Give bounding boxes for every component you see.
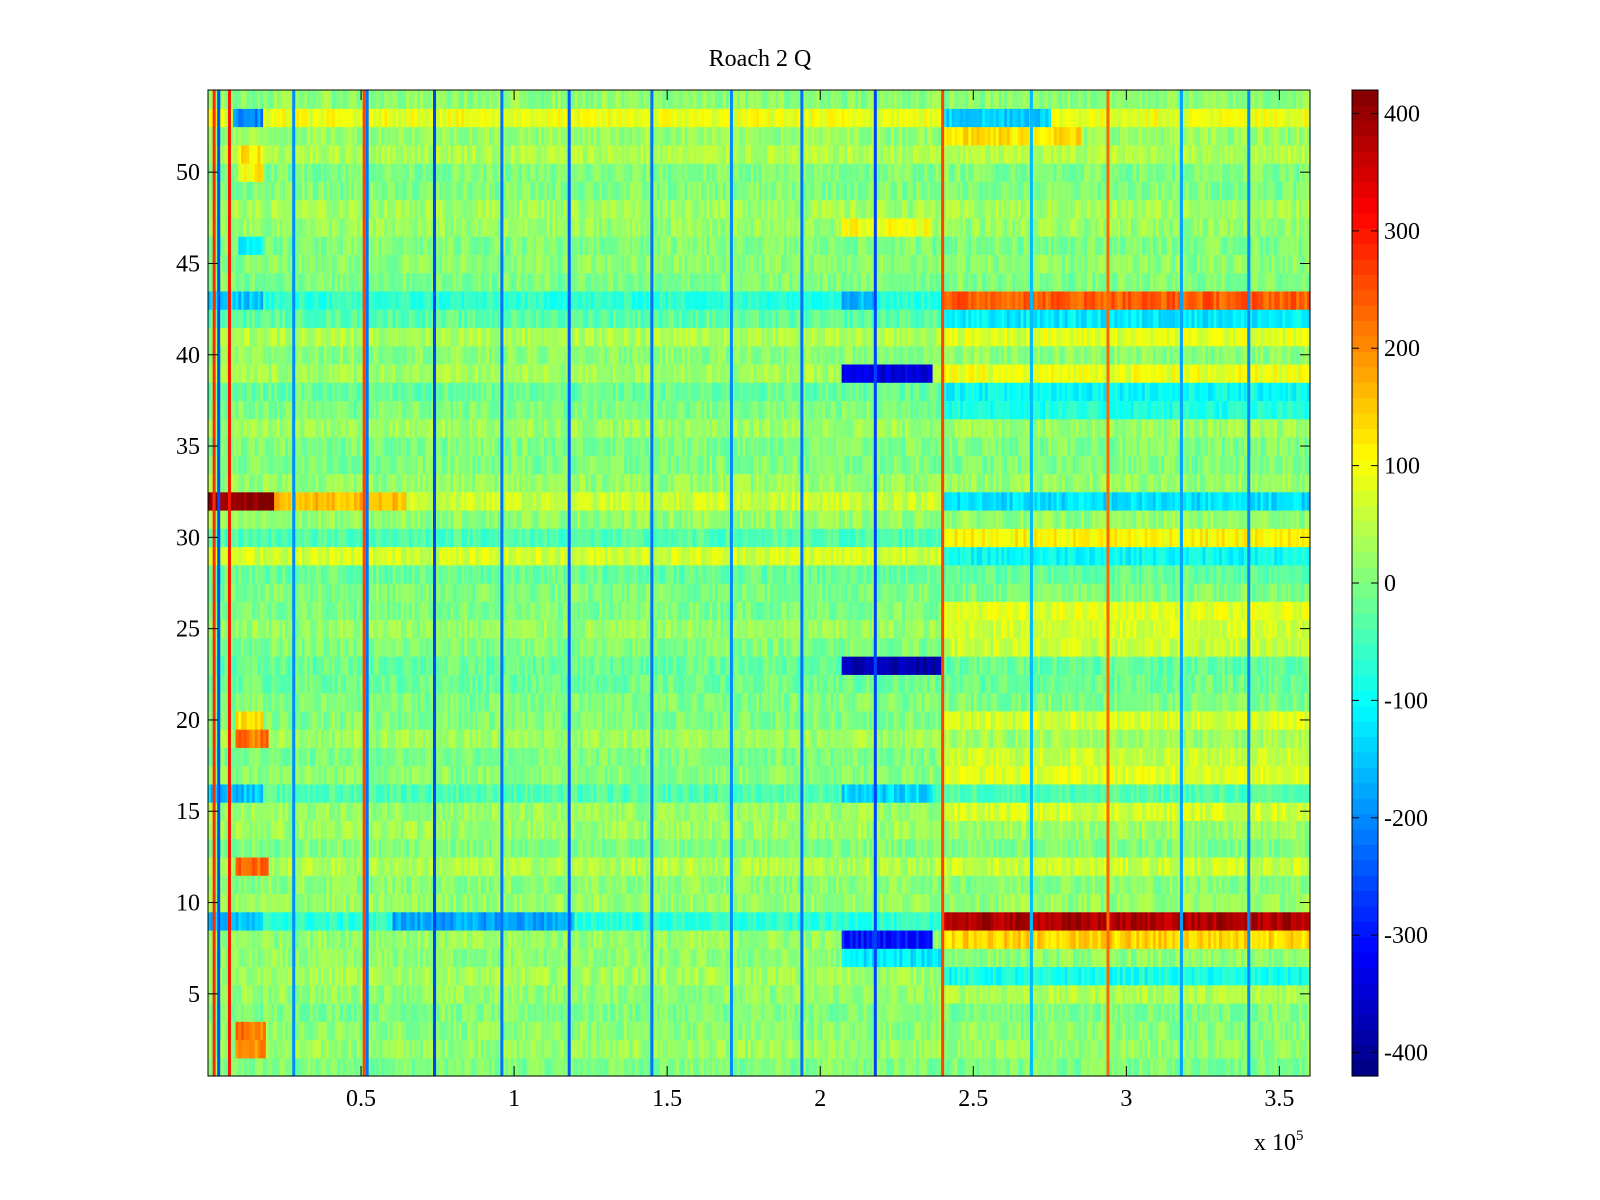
- heatmap-row: [208, 948, 1311, 967]
- heatmap-row: [208, 966, 1311, 985]
- heatmap-row: [208, 930, 1311, 949]
- heatmap-plot-area[interactable]: [208, 90, 1311, 1077]
- heatmap-row: [208, 1003, 1311, 1022]
- heatmap-row: [208, 1058, 1311, 1077]
- chart-title: Roach 2 Q: [709, 46, 812, 72]
- figure: Roach 2 Q 0.5 1 1.5 2 2.5 3 3.5510152025303540…: [0, 0, 1600, 1200]
- heatmap-row: [208, 1039, 1311, 1058]
- heatmap-row: [208, 985, 1311, 1004]
- heatmap-row: [208, 1021, 1311, 1040]
